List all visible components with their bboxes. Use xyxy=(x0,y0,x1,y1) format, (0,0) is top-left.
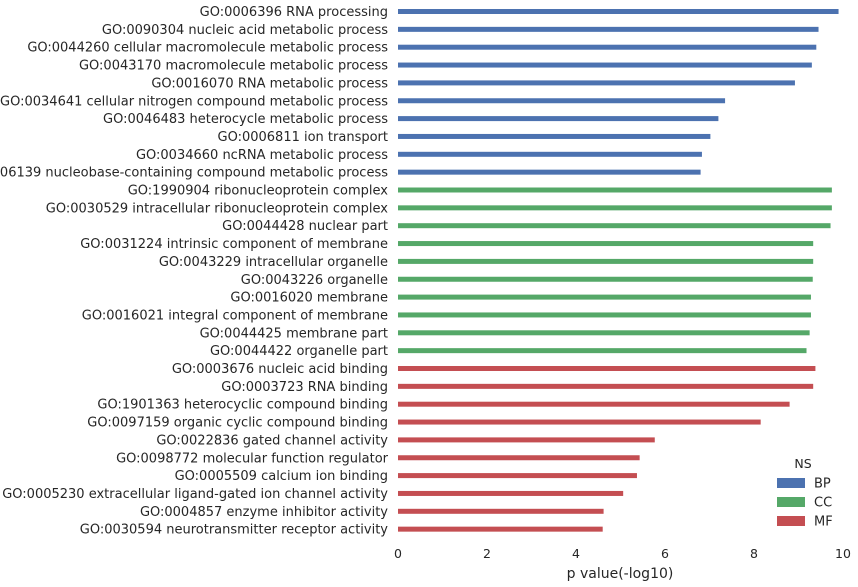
bar xyxy=(398,116,719,122)
x-axis-title: p value(-log10) xyxy=(567,566,674,582)
x-tick-label: 4 xyxy=(572,546,580,561)
category-label: GO:0031224 intrinsic component of membra… xyxy=(80,237,388,252)
x-tick-label: 2 xyxy=(483,546,491,561)
bar xyxy=(398,473,637,479)
bar xyxy=(398,437,655,443)
category-label: GO:1990904 ribonucleoprotein complex xyxy=(128,184,389,199)
bar xyxy=(398,348,807,354)
category-label: GO:0005509 calcium ion binding xyxy=(175,469,388,484)
category-label: GO:0046483 heterocycle metabolic process xyxy=(103,112,388,127)
bar xyxy=(398,508,604,514)
bar xyxy=(398,187,832,193)
bar xyxy=(398,383,814,389)
legend-label: BP xyxy=(814,477,831,492)
bar xyxy=(398,9,839,14)
category-label: GO:0005230 extracellular ligand-gated io… xyxy=(2,487,388,502)
category-label: GO:0043229 intracellular organelle xyxy=(159,255,388,270)
category-label: GO:0016021 integral component of membran… xyxy=(82,308,388,323)
category-label: GO:0003676 nucleic acid binding xyxy=(172,362,388,377)
bar xyxy=(398,455,640,461)
category-label: GO:0043170 macromolecule metabolic proce… xyxy=(79,59,388,74)
bar xyxy=(398,223,831,229)
x-tick-label: 8 xyxy=(750,546,758,561)
legend-entries: BP CC MF xyxy=(777,477,833,530)
category-label: GO:0030594 neurotransmitter receptor act… xyxy=(80,523,389,538)
x-tick-label: 10 xyxy=(835,546,851,561)
bar xyxy=(398,526,603,532)
bar xyxy=(398,330,810,336)
category-label: GO:0034660 ncRNA metabolic process xyxy=(136,148,388,163)
x-tick-label: 6 xyxy=(661,546,669,561)
bar xyxy=(398,62,812,68)
legend-swatch xyxy=(777,516,805,526)
legend-label: CC xyxy=(814,496,832,511)
bar xyxy=(398,44,817,50)
category-label: GO:0034641 cellular nitrogen compound me… xyxy=(0,94,388,109)
bar xyxy=(398,312,811,318)
bar xyxy=(398,26,819,32)
category-label: GO:0044260 cellular macromolecule metabo… xyxy=(27,41,388,56)
bar xyxy=(398,241,814,247)
category-label: GO:0090304 nucleic acid metabolic proces… xyxy=(102,23,388,38)
legend-label: MF xyxy=(814,515,833,530)
bars xyxy=(398,9,839,532)
x-tick-label: 0 xyxy=(394,546,402,561)
bar xyxy=(398,294,811,300)
legend-swatch xyxy=(777,478,805,488)
bar xyxy=(398,401,790,407)
bar xyxy=(398,366,816,371)
category-label: GO:0030529 intracellular ribonucleoprote… xyxy=(46,201,389,216)
category-label: GO:0006811 ion transport xyxy=(218,130,389,145)
bar xyxy=(398,169,701,175)
bar xyxy=(398,151,702,157)
bar xyxy=(398,205,832,211)
category-label: GO:0044422 organelle part xyxy=(210,344,388,359)
bar xyxy=(398,490,624,496)
category-label: GO:0016070 RNA metabolic process xyxy=(151,76,388,91)
category-labels: GO:0006396 RNA processing GO:0090304 nucl… xyxy=(0,5,389,538)
x-axis-ticks: 0 2 4 6 8 10 xyxy=(394,546,851,561)
category-label: GO:0097159 organic cyclic compound bindi… xyxy=(87,416,388,431)
category-label: GO:0006396 RNA processing xyxy=(200,5,388,20)
category-label: GO:0016020 membrane xyxy=(230,291,388,306)
bar xyxy=(398,80,795,86)
bar xyxy=(398,419,761,425)
legend-title: NS xyxy=(794,456,811,471)
bar xyxy=(398,98,726,104)
category-label: GO:0006139 nucleobase-containing compoun… xyxy=(0,166,388,181)
legend: NS BP CC MF xyxy=(777,456,833,530)
category-label: GO:0044428 nuclear part xyxy=(222,219,388,234)
category-label: GO:0022836 gated channel activity xyxy=(156,433,388,448)
bar xyxy=(398,258,814,264)
category-label: GO:0003723 RNA binding xyxy=(221,380,388,395)
category-label: GO:1901363 heterocyclic compound binding xyxy=(97,398,388,413)
category-label: GO:0098772 molecular function regulator xyxy=(116,451,389,466)
bar xyxy=(398,133,711,139)
category-label: GO:0044425 membrane part xyxy=(200,326,388,341)
bar xyxy=(398,276,813,282)
category-label: GO:0043226 organelle xyxy=(241,273,388,288)
legend-swatch xyxy=(777,497,805,507)
category-label: GO:0004857 enzyme inhibitor activity xyxy=(140,505,388,520)
